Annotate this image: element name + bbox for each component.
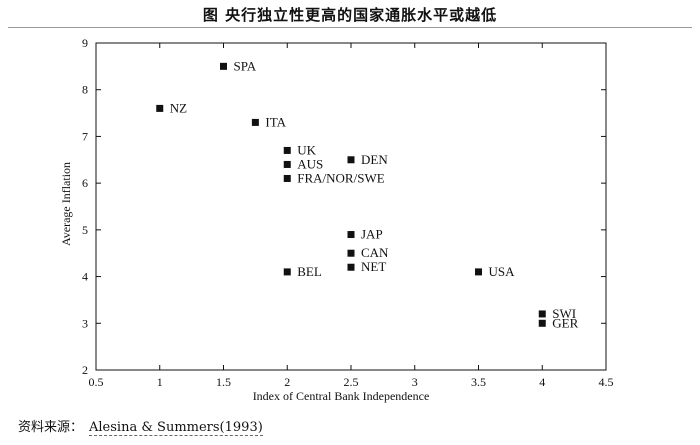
source-line: 资料来源： Alesina & Summers(1993) [18,416,263,436]
data-point [347,249,355,257]
data-point [347,263,355,271]
data-point [156,104,164,112]
x-tick-label: 2 [284,375,290,389]
data-point-label: AUS [297,156,323,171]
data-point [347,156,355,164]
y-tick-label: 8 [82,83,88,97]
x-tick-label: 4 [539,375,545,389]
data-point [347,231,355,239]
y-tick-label: 2 [82,363,88,377]
data-point [538,310,546,318]
data-point [220,62,227,70]
data-point-label: FRA/NOR/SWE [297,170,384,185]
y-axis-label: Average Inflation [59,162,73,246]
data-point [283,174,291,182]
data-point [251,118,259,126]
data-point-label: JAP [361,227,383,242]
x-tick-label: 0.5 [89,375,104,389]
title-divider [8,27,692,28]
data-point [283,268,291,276]
data-point-label: BEL [297,264,322,279]
data-point [283,146,291,154]
data-point [538,319,546,327]
source-citation: Alesina & Summers(1993) [89,420,263,436]
data-point-label: SWI [552,306,576,321]
ticks-layer: 0.5 1 1.5 2 2.5 3 3.5 4 4.5 2 3 4 5 6 7 8 9 [82,36,614,389]
y-tick-label: 9 [82,36,88,50]
x-tick-label: 3 [412,375,418,389]
data-point-label: ITA [265,114,286,129]
data-point-label: SPA [234,58,257,73]
data-point-label: NET [361,259,386,274]
data-point-label: DEN [361,152,388,167]
x-tick-label: 1 [157,375,163,389]
figure-title: 图 央行独立性更高的国家通胀水平或越低 [202,6,498,24]
y-tick-label: 3 [82,316,88,330]
source-prefix: 资料来源： [18,420,84,435]
scatter-chart: 0.5 1 1.5 2 2.5 3 3.5 4 4.5 2 3 4 5 6 7 8 9 SPA NZ ITA UKAU… [59,36,614,403]
y-tick-label: 4 [82,270,88,284]
plot-frame [95,42,607,371]
x-tick-label: 4.5 [599,375,614,389]
axes-layer [95,42,607,371]
data-point-label: USA [489,264,516,279]
data-point-label: NZ [170,100,187,115]
x-tick-label: 3.5 [471,375,486,389]
data-point [475,268,482,276]
data-point-label: CAN [361,245,389,260]
x-tick-label: 1.5 [216,375,231,389]
y-tick-label: 5 [82,223,88,237]
data-point-label: UK [297,142,316,157]
x-axis-label: Index of Central Bank Independence [253,389,430,403]
y-tick-label: 6 [82,176,88,190]
y-tick-label: 7 [82,129,88,143]
x-tick-label: 2.5 [344,375,359,389]
data-point-label: GER [552,315,578,330]
data-point [283,160,291,168]
